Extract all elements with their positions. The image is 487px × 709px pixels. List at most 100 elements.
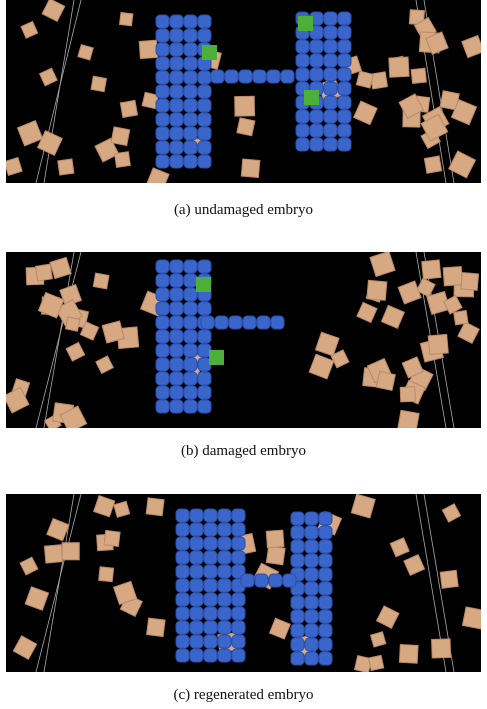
cube — [424, 156, 441, 173]
cell — [204, 551, 217, 564]
cell — [324, 82, 337, 95]
cell — [156, 71, 169, 84]
cell — [190, 607, 203, 620]
cell — [324, 138, 337, 151]
cube — [93, 273, 109, 289]
cell — [176, 509, 189, 522]
cell — [156, 43, 169, 56]
cell — [291, 624, 304, 637]
cell — [204, 649, 217, 662]
cell — [338, 110, 351, 123]
cube — [102, 321, 124, 343]
cell — [229, 316, 242, 329]
cell — [170, 127, 183, 140]
cell — [170, 57, 183, 70]
cell — [170, 344, 183, 357]
cell — [170, 29, 183, 42]
cell — [232, 607, 245, 620]
cell — [296, 124, 309, 137]
cell — [305, 568, 318, 581]
cell — [324, 40, 337, 53]
cell — [204, 607, 217, 620]
cube — [371, 632, 386, 647]
cell — [324, 110, 337, 123]
cell — [232, 593, 245, 606]
cube — [146, 498, 164, 516]
cell — [305, 540, 318, 553]
cube — [99, 567, 114, 582]
cell — [156, 330, 169, 343]
cell — [204, 621, 217, 634]
cell — [232, 551, 245, 564]
cube — [376, 371, 395, 390]
cell — [156, 274, 169, 287]
cell — [338, 68, 351, 81]
cell — [184, 386, 197, 399]
cell — [204, 593, 217, 606]
cube — [440, 570, 458, 588]
cell — [184, 372, 197, 385]
cell — [324, 12, 337, 25]
cell — [232, 635, 245, 648]
cell — [170, 99, 183, 112]
cell — [232, 537, 245, 550]
cell — [170, 113, 183, 126]
cell — [156, 29, 169, 42]
marker-cube — [298, 16, 313, 31]
cell — [338, 124, 351, 137]
cell — [267, 70, 280, 83]
cube — [428, 334, 448, 354]
cell — [170, 71, 183, 84]
cell — [184, 57, 197, 70]
cell — [176, 551, 189, 564]
cell — [204, 537, 217, 550]
cell — [176, 607, 189, 620]
cube — [62, 543, 79, 560]
cell — [338, 26, 351, 39]
cell — [184, 99, 197, 112]
cell — [253, 70, 266, 83]
cell — [291, 652, 304, 665]
cell — [241, 574, 254, 587]
cell — [324, 124, 337, 137]
cube — [66, 317, 80, 331]
cell — [190, 621, 203, 634]
marker-cube — [304, 90, 319, 105]
cell — [232, 523, 245, 536]
cell — [291, 540, 304, 553]
cell — [218, 537, 231, 550]
cell — [184, 141, 197, 154]
cell — [204, 565, 217, 578]
cell — [198, 141, 211, 154]
cell — [296, 68, 309, 81]
cell — [156, 113, 169, 126]
cell — [201, 316, 214, 329]
cell — [198, 400, 211, 413]
cell — [319, 568, 332, 581]
cell — [170, 358, 183, 371]
cell — [170, 400, 183, 413]
cell — [176, 635, 189, 648]
cell — [184, 43, 197, 56]
cell — [190, 649, 203, 662]
cube — [400, 387, 415, 402]
cell — [184, 288, 197, 301]
cell — [184, 85, 197, 98]
cell — [198, 71, 211, 84]
cell — [204, 523, 217, 536]
cell — [257, 316, 270, 329]
cell — [305, 610, 318, 623]
cell — [156, 386, 169, 399]
cell — [176, 593, 189, 606]
marker-cube — [209, 350, 224, 365]
cell — [291, 638, 304, 651]
cube — [462, 607, 481, 629]
cell — [156, 141, 169, 154]
cell — [156, 127, 169, 140]
cube — [237, 118, 255, 136]
cell — [319, 554, 332, 567]
cell — [218, 579, 231, 592]
cell — [218, 621, 231, 634]
cell — [184, 274, 197, 287]
cell — [319, 512, 332, 525]
